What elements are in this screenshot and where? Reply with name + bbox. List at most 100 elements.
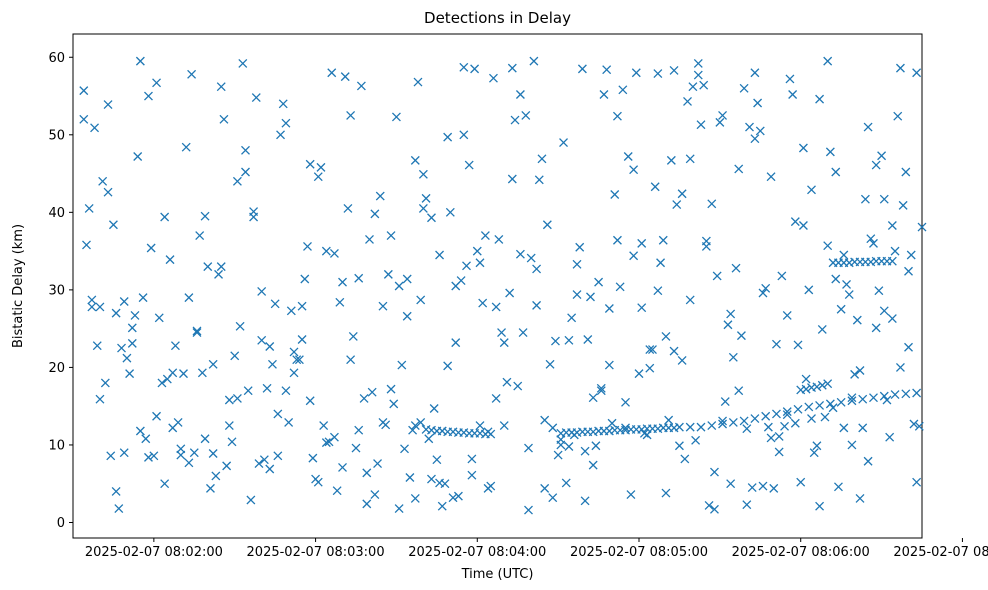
detection-point: [251, 93, 261, 103]
detection-point: [631, 68, 641, 78]
detection-point: [146, 243, 156, 253]
detection-point: [408, 425, 418, 435]
detection-point: [844, 290, 854, 299]
detection-point: [661, 488, 671, 498]
y-tick-label: 60: [48, 51, 65, 66]
detection-point: [564, 442, 574, 451]
y-tick-label: 10: [48, 438, 65, 453]
detection-point: [276, 130, 285, 140]
detection-point: [790, 217, 800, 227]
detection-point: [154, 313, 164, 323]
detection-point: [804, 402, 814, 412]
detection-point: [157, 378, 167, 388]
detection-point: [774, 431, 784, 441]
detection-point: [785, 74, 795, 84]
detection-point: [758, 288, 768, 298]
detection-point: [904, 266, 913, 276]
detection-point: [321, 438, 331, 448]
detection-point: [669, 346, 679, 356]
detection-point: [410, 493, 420, 503]
detection-point: [887, 256, 897, 266]
detection-point: [645, 363, 655, 373]
detection-point: [674, 441, 684, 451]
detection-point: [424, 434, 434, 444]
detection-point: [588, 393, 598, 403]
detection-point: [313, 477, 323, 487]
detection-point: [637, 303, 647, 313]
detection-point: [270, 299, 280, 309]
detection-point: [362, 499, 372, 509]
detection-point: [677, 189, 687, 199]
detection-point: [308, 453, 318, 463]
detection-point: [418, 204, 428, 213]
detection-point: [807, 414, 816, 424]
detection-point: [125, 369, 135, 379]
detection-point: [211, 471, 221, 481]
detection-point: [782, 410, 792, 420]
detection-point: [898, 200, 908, 210]
detection-point: [820, 412, 830, 422]
detection-point: [144, 452, 153, 462]
detection-point: [219, 114, 229, 124]
detection-point: [815, 501, 825, 511]
detection-point: [626, 490, 636, 500]
x-tick-label: 2025-02-07 08:02:00: [85, 545, 223, 560]
detection-point: [410, 155, 420, 165]
detection-point: [793, 340, 803, 350]
detection-point: [866, 234, 876, 244]
detection-point: [755, 126, 765, 136]
detection-point: [305, 159, 315, 169]
x-tick-label: 2025-02-07 08:04:00: [408, 545, 546, 560]
detection-point: [701, 236, 711, 246]
detection-point: [513, 381, 523, 391]
detection-point: [119, 297, 129, 306]
detection-point: [297, 335, 307, 344]
detection-point: [612, 235, 622, 245]
detection-point: [386, 384, 396, 394]
detection-point: [596, 386, 606, 396]
detection-point: [95, 394, 105, 404]
y-tick-label: 40: [48, 206, 65, 221]
detection-point: [335, 297, 345, 307]
detection-point: [195, 231, 205, 241]
detection-point: [394, 504, 404, 513]
detection-point: [338, 462, 347, 472]
detection-point: [241, 167, 250, 177]
detection-point: [823, 379, 833, 389]
detection-point: [801, 374, 811, 384]
detection-point: [265, 464, 275, 474]
detection-point: [179, 369, 188, 379]
detection-point: [904, 342, 913, 352]
detection-point: [378, 301, 388, 311]
detection-point: [254, 459, 264, 469]
detection-point: [427, 213, 436, 223]
detection-point: [728, 352, 738, 362]
detection-point: [548, 493, 558, 503]
detection-point: [243, 386, 253, 396]
detection-point: [712, 271, 722, 281]
detection-point: [825, 147, 835, 157]
detection-point: [863, 122, 873, 132]
detection-point: [82, 240, 91, 250]
detection-point: [718, 416, 728, 426]
detection-point: [693, 70, 703, 80]
detection-point: [893, 111, 903, 121]
detection-point: [526, 253, 536, 263]
detection-point: [181, 142, 191, 152]
detection-point: [416, 295, 426, 305]
detection-point: [343, 204, 353, 213]
detection-point: [653, 286, 663, 296]
detection-point: [577, 64, 587, 74]
detection-point: [103, 187, 113, 197]
detection-point: [914, 421, 924, 431]
detection-point: [397, 360, 407, 370]
detection-point: [232, 176, 242, 186]
y-tick-label: 30: [48, 283, 65, 298]
detection-point: [588, 460, 598, 470]
detection-point: [831, 274, 841, 284]
detection-point: [232, 393, 242, 403]
detection-point: [761, 283, 771, 293]
detection-point: [111, 308, 121, 318]
detection-point: [413, 77, 423, 87]
detection-point: [386, 231, 396, 241]
